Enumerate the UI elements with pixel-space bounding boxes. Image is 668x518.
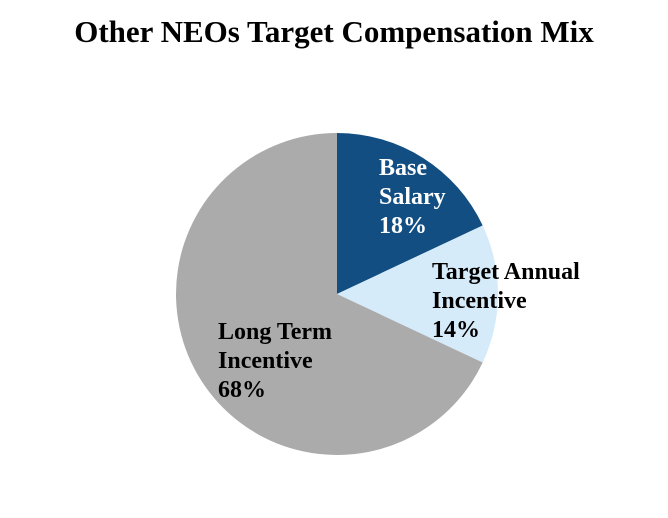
pie-slice-target-annual-incentive <box>337 225 498 363</box>
slice-label-base-salary: Base Salary 18% <box>379 155 446 239</box>
pie-slice-long-term-incentive <box>176 133 483 455</box>
pie-slice-base-salary <box>337 133 483 294</box>
slice-label-long-term-incentive: Long Term Incentive 68% <box>218 319 333 403</box>
pie-chart <box>176 133 498 455</box>
slice-label-target-annual-incentive: Target Annual Incentive 14% <box>432 259 580 343</box>
chart-title: Other NEOs Target Compensation Mix <box>74 14 594 49</box>
